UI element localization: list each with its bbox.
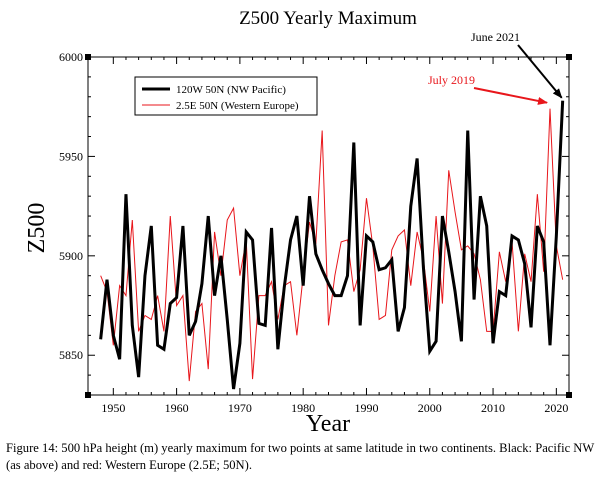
y-axis-label: Z500 — [24, 203, 50, 254]
annotation-layer: June 2021 July 2019 — [428, 30, 563, 105]
y-axis: 5850 5900 5950 6000 — [59, 50, 569, 376]
corner-marker — [85, 392, 91, 398]
legend: 120W 50N (NW Pacific) 2.5E 50N (Western … — [134, 76, 318, 116]
x-tick-label: 1990 — [354, 401, 378, 415]
annotation-arrow-july-2019 — [473, 87, 548, 105]
x-tick-label: 1970 — [228, 401, 252, 415]
x-axis: 1950 1960 1970 1980 1990 2000 2010 2020 — [101, 57, 568, 415]
x-tick-label: 1980 — [291, 401, 315, 415]
x-tick-label: 2000 — [418, 401, 442, 415]
x-axis-label: Year — [306, 411, 350, 437]
corner-marker — [566, 392, 572, 398]
x-tick-label: 1950 — [101, 401, 125, 415]
annotation-july-2019: July 2019 — [428, 73, 475, 87]
series-line-western-europe — [100, 108, 564, 382]
y-tick-label: 6000 — [59, 50, 83, 64]
annotation-arrow-june-2021 — [517, 44, 563, 99]
x-tick-label: 2010 — [481, 401, 505, 415]
series-line-nw-pacific — [99, 100, 565, 390]
chart-title: Z500 Yearly Maximum — [239, 8, 417, 29]
annotation-june-2021: June 2021 — [471, 30, 520, 44]
chart: Z500 Yearly Maximum 1950 1960 1970 1980 1990… — [24, 8, 572, 437]
y-tick-label: 5900 — [59, 249, 83, 263]
legend-label-red: 2.5E 50N (Western Europe) — [176, 100, 299, 112]
x-tick-label: 1960 — [165, 401, 189, 415]
y-tick-label: 5950 — [59, 149, 83, 163]
series-layer — [99, 100, 565, 390]
legend-label-black: 120W 50N (NW Pacific) — [176, 84, 286, 96]
x-tick-label: 2020 — [544, 401, 568, 415]
y-tick-label: 5850 — [59, 348, 83, 362]
legend-box — [134, 76, 318, 116]
figure-caption: Figure 14: 500 hPa height (m) yearly max… — [6, 441, 595, 472]
